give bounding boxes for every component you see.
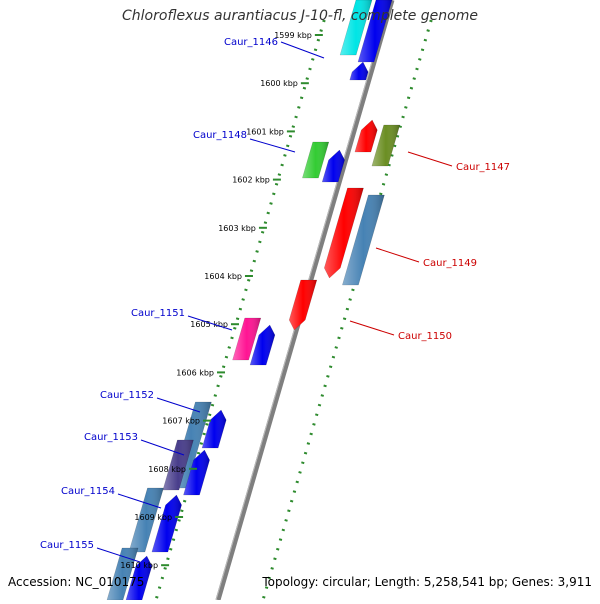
- caur-1154-leader: [117, 493, 162, 509]
- feature-blue-4-shade: [250, 325, 275, 365]
- topology-summary: Topology: circular; Length: 5,258,541 bp…: [262, 575, 592, 589]
- caur-1152-label: Caur_1152: [100, 390, 154, 401]
- tick-label-1601: 1601 kbp: [246, 127, 284, 136]
- feature-caur-1147-shade: [371, 125, 400, 166]
- caur-1149-leader: [375, 247, 420, 263]
- tick-label-1606: 1606 kbp: [176, 368, 214, 377]
- feature-blue-2-shade: [349, 62, 369, 80]
- feature-caur-1154-shade: [128, 488, 164, 552]
- features-group: [106, 0, 401, 601]
- feature-caur-1155-shade: [107, 548, 139, 600]
- tick-labels-group: 1599 kbp 1600 kbp 1601 kbp 1602 kbp 1603 kbp…: [120, 31, 323, 570]
- feature-blue-5-shade: [202, 410, 227, 448]
- tick-label-1599: 1599 kbp: [274, 31, 312, 40]
- tick-label-1607: 1607 kbp: [162, 417, 200, 426]
- caur-1151-label: Caur_1151: [131, 308, 185, 319]
- feature-caur-1146-shade: [340, 0, 372, 55]
- feature-caur-1151-shade: [232, 318, 261, 360]
- feature-caur-1153-shade: [162, 440, 194, 490]
- feature-caur-1149-shade: [342, 195, 385, 285]
- caur-1155-label: Caur_1155: [40, 540, 94, 551]
- caur-1149-label: Caur_1149: [423, 258, 477, 269]
- feature-blue-7-shade: [151, 495, 182, 552]
- caur-1148-leader: [249, 138, 296, 153]
- tick-label-1604: 1604 kbp: [204, 272, 242, 281]
- right-dot-track: [261, 19, 433, 601]
- feature-caur-1149-red-shade: [324, 188, 364, 278]
- caur-1151-leader: [187, 315, 233, 331]
- feature-caur-1150-shade: [289, 280, 317, 330]
- accession-text: Accession: NC_010175: [8, 575, 145, 589]
- tick-label-1603: 1603 kbp: [218, 224, 256, 233]
- caur-1153-leader: [140, 439, 185, 456]
- caur-1150-leader: [349, 320, 395, 336]
- left-dot-track: [154, 19, 326, 601]
- caur-1152-leader: [156, 397, 201, 413]
- caur-1147-label: Caur_1147: [456, 162, 510, 173]
- tick-label-1605: 1605 kbp: [190, 320, 228, 329]
- caur-1148-label: Caur_1148: [193, 130, 247, 141]
- feature-blue-1-shade: [358, 0, 392, 62]
- caur-1154-label: Caur_1154: [61, 486, 115, 497]
- tick-label-1609: 1609 kbp: [134, 513, 172, 522]
- caur-1147-leader: [407, 151, 453, 167]
- caur-1146-label: Caur_1146: [224, 37, 278, 48]
- tick-label-1600: 1600 kbp: [260, 79, 298, 88]
- caur-1155-leader: [96, 547, 141, 563]
- tick-label-1608: 1608 kbp: [148, 465, 186, 474]
- tick-dots-group: [154, 19, 433, 601]
- feature-blue-3-shade: [322, 150, 345, 182]
- feature-blue-8-shade: [126, 556, 152, 600]
- map-title: Chloroflexus aurantiacus J-10-fl, comple…: [122, 8, 478, 24]
- tick-label-1610: 1610 kbp: [120, 561, 158, 570]
- feature-caur-1147-red-shade: [354, 120, 378, 152]
- tick-label-1602: 1602 kbp: [232, 176, 270, 185]
- caur-1150-label: Caur_1150: [398, 331, 452, 342]
- feature-caur-1148-shade: [302, 142, 329, 178]
- gene-labels-group: Caur_1146 Caur_1148 Caur_1147 Caur_1149 Caur…: [40, 37, 510, 563]
- feature-blue-6-shade: [183, 450, 210, 495]
- caur-1146-leader: [280, 41, 325, 59]
- caur-1153-label: Caur_1153: [84, 432, 138, 443]
